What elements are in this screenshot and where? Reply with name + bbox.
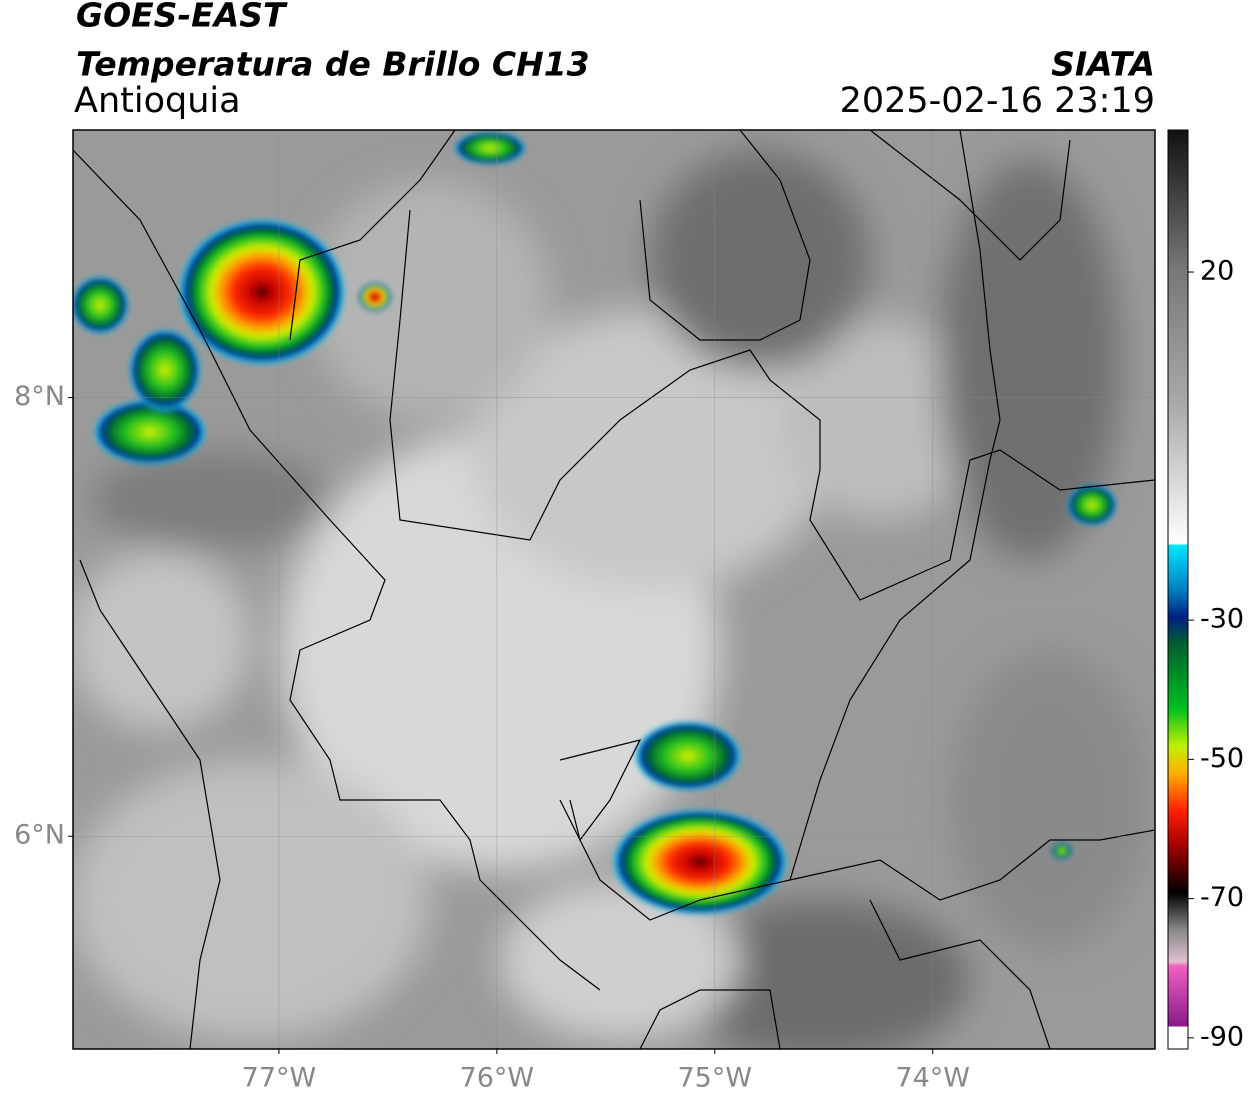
colorbar-tick-label: -30 [1200,604,1244,635]
colorbar-tick-label: -70 [1200,882,1244,913]
colorbar-tick-label: 20 [1200,256,1234,287]
subtitle: Temperatura de Brillo CH13 [76,45,590,84]
colorbar-tick-label: -50 [1200,743,1244,774]
colorbar [1167,129,1189,1050]
y-tick-label: 6°N [14,820,65,851]
x-tick-label: 77°W [242,1063,317,1094]
y-tick-label: 8°N [14,381,65,412]
x-tick-label: 76°W [460,1063,535,1094]
satellite-image [73,130,1155,1049]
datetime: 2025-02-16 23:19 [840,81,1155,121]
source: SIATA [1051,45,1155,84]
region: Antioquia [74,81,241,121]
map-frame [72,129,1156,1050]
colorbar-ticks: 20 -30 -50 -70 -90 [1188,256,1244,1052]
x-tick-label: 74°W [895,1063,970,1094]
title: GOES-EAST [76,0,288,35]
colorbar-tick-label: -90 [1200,1021,1244,1052]
grid [73,130,1155,1049]
x-tick-label: 75°W [678,1063,753,1094]
